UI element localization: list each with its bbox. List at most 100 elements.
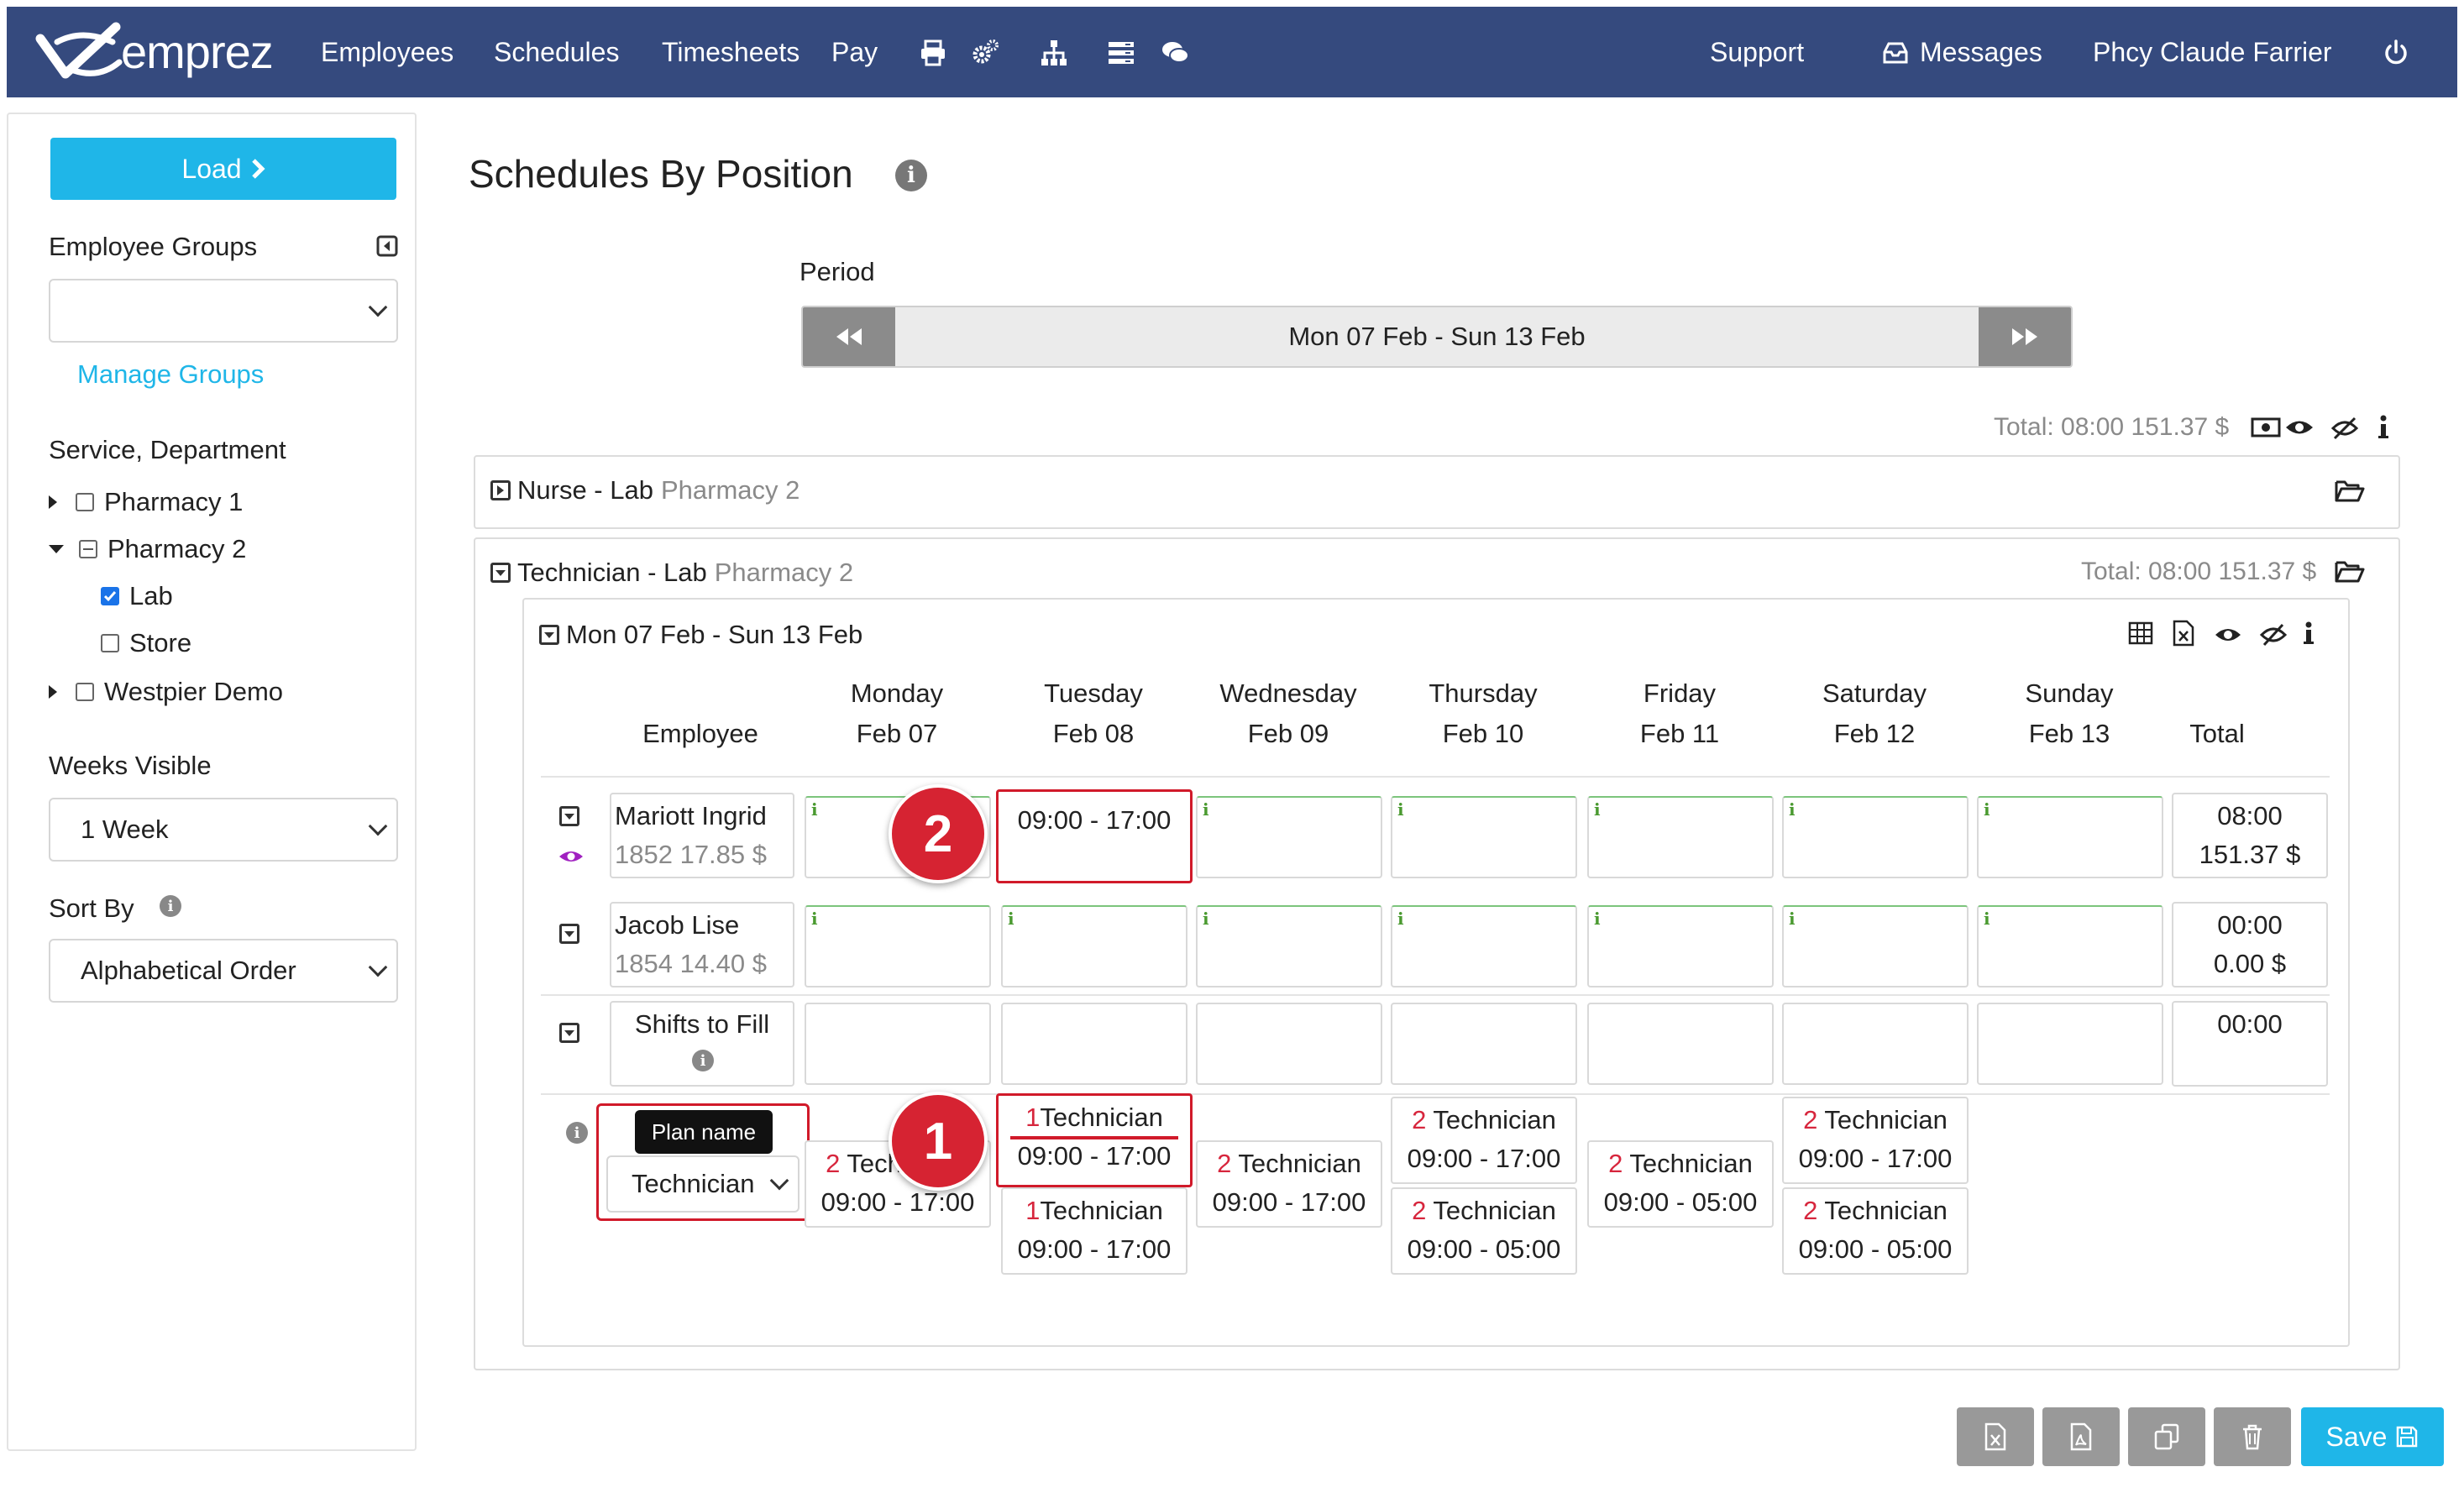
info-icon[interactable]: i	[1397, 799, 1404, 820]
shift-cell[interactable]: i	[805, 905, 991, 987]
nav-user[interactable]: Phcy Claude Farrier	[2093, 36, 2332, 67]
delete-button[interactable]	[2214, 1407, 2291, 1466]
caret-right-icon[interactable]	[49, 495, 57, 509]
excel-icon[interactable]	[2172, 620, 2195, 647]
list-icon[interactable]	[1107, 39, 1135, 67]
info-icon[interactable]: i	[811, 909, 818, 929]
checkbox[interactable]	[101, 634, 119, 652]
shift-cell-highlighted[interactable]: 09:00 - 17:00	[996, 789, 1193, 883]
fill-cell[interactable]	[1977, 1003, 2163, 1085]
info-icon[interactable]: i	[1594, 909, 1601, 929]
shift-cell[interactable]: i	[1782, 796, 1969, 878]
table-icon[interactable]	[2128, 621, 2153, 645]
row-collapse-icon[interactable]	[559, 924, 579, 944]
nav-messages[interactable]: Messages	[1920, 36, 2042, 67]
plan-shift-card[interactable]: 2 Technician 09:00 - 05:00	[1587, 1140, 1774, 1228]
caret-right-icon[interactable]	[49, 685, 57, 699]
fill-cell[interactable]	[1587, 1003, 1774, 1085]
tree-item-lab[interactable]: Lab	[101, 581, 173, 611]
shift-cell[interactable]: i	[1391, 905, 1577, 987]
plan-shift-card[interactable]: 2 Technician 09:00 - 17:00	[1391, 1097, 1577, 1184]
folder-open-icon[interactable]	[2335, 559, 2365, 583]
row-collapse-icon[interactable]	[559, 806, 579, 826]
next-period-button[interactable]	[1979, 307, 2071, 366]
collapse-icon[interactable]	[539, 625, 559, 645]
nav-pay[interactable]: Pay	[831, 36, 878, 67]
plan-shift-card[interactable]: 2 Technician 09:00 - 05:00	[1782, 1187, 1969, 1275]
collapse-icon[interactable]	[490, 563, 511, 583]
fill-cell[interactable]	[805, 1003, 991, 1085]
info-icon[interactable]: i	[811, 799, 818, 820]
week-header[interactable]: Mon 07 Feb - Sun 13 Feb	[539, 620, 862, 650]
shift-cell[interactable]: i	[1782, 905, 1969, 987]
weeks-visible-select[interactable]: 1 Week	[49, 798, 398, 862]
info-i-icon[interactable]	[2377, 415, 2390, 440]
info-icon[interactable]: i	[1984, 909, 1990, 929]
eye-icon[interactable]	[2284, 416, 2315, 438]
info-icon[interactable]: i	[1008, 909, 1014, 929]
employee-groups-select[interactable]	[49, 279, 398, 343]
checkbox[interactable]	[76, 493, 94, 511]
shift-cell[interactable]: i	[1001, 905, 1187, 987]
shift-cell[interactable]: i	[1977, 796, 2163, 878]
info-icon[interactable]: i	[1397, 909, 1404, 929]
row-collapse-icon[interactable]	[559, 1023, 579, 1043]
checkbox-partial[interactable]	[79, 540, 97, 558]
tree-item-pharmacy-1[interactable]: Pharmacy 1	[49, 487, 243, 517]
previous-period-button[interactable]	[803, 307, 895, 366]
plan-shift-card[interactable]: 2 Technician 09:00 - 17:00	[1196, 1140, 1382, 1228]
info-icon[interactable]: i	[1984, 799, 1990, 820]
chat-icon[interactable]	[1161, 39, 1189, 67]
employee-cell[interactable]: Mariott Ingrid 1852 17.85 $	[610, 793, 794, 878]
shift-cell[interactable]: i	[1587, 796, 1774, 878]
tree-item-pharmacy-2[interactable]: Pharmacy 2	[49, 534, 246, 564]
collapse-left-icon[interactable]	[376, 235, 398, 257]
employee-cell[interactable]: Jacob Lise 1854 14.40 $	[610, 902, 794, 987]
export-pdf-button[interactable]	[2042, 1407, 2120, 1466]
shift-cell[interactable]: i	[1196, 796, 1382, 878]
sort-by-select[interactable]: Alphabetical Order	[49, 939, 398, 1003]
nav-schedules[interactable]: Schedules	[494, 36, 620, 67]
power-icon[interactable]	[2382, 39, 2410, 67]
plan-shift-card[interactable]: 2 Technician 09:00 - 17:00	[1782, 1097, 1969, 1184]
info-icon[interactable]: i	[160, 895, 181, 917]
nav-timesheets[interactable]: Timesheets	[662, 36, 800, 67]
nav-support[interactable]: Support	[1710, 36, 1805, 67]
export-excel-button[interactable]	[1957, 1407, 2034, 1466]
fill-cell[interactable]	[1782, 1003, 1969, 1085]
copy-button[interactable]	[2128, 1407, 2205, 1466]
checkbox-checked[interactable]	[101, 587, 119, 605]
plan-shift-card-highlighted[interactable]: 1Technician 09:00 - 17:00	[996, 1093, 1193, 1187]
info-icon[interactable]: i	[1203, 799, 1209, 820]
eye-icon[interactable]	[558, 848, 585, 865]
info-icon[interactable]: i	[566, 1122, 588, 1144]
nav-employees[interactable]: Employees	[321, 36, 454, 67]
shifts-to-fill-cell[interactable]: Shifts to Fill i	[610, 1001, 794, 1087]
save-button[interactable]: Save	[2301, 1407, 2444, 1466]
fill-cell[interactable]	[1196, 1003, 1382, 1085]
info-icon[interactable]: i	[1594, 799, 1601, 820]
shift-cell[interactable]: i	[1391, 796, 1577, 878]
printer-icon[interactable]	[919, 39, 947, 67]
info-icon[interactable]: i	[1203, 909, 1209, 929]
plan-select[interactable]: Technician	[606, 1155, 799, 1213]
money-icon[interactable]	[2251, 416, 2281, 438]
info-i-icon[interactable]	[2303, 621, 2315, 645]
plan-shift-card[interactable]: 1Technician 09:00 - 17:00	[1001, 1187, 1187, 1275]
shift-cell[interactable]: i	[1196, 905, 1382, 987]
eye-icon[interactable]	[2214, 625, 2242, 645]
folder-open-icon[interactable]	[2335, 479, 2365, 502]
info-icon[interactable]: i	[895, 160, 927, 191]
eye-slash-icon[interactable]	[2259, 623, 2288, 647]
org-chart-icon[interactable]	[1040, 39, 1068, 67]
position-header-nurse[interactable]: Nurse - Lab Pharmacy 2	[490, 475, 799, 506]
expand-icon[interactable]	[490, 480, 511, 500]
fill-cell[interactable]	[1391, 1003, 1577, 1085]
shift-cell[interactable]: i	[1587, 905, 1774, 987]
manage-groups-link[interactable]: Manage Groups	[77, 359, 265, 389]
caret-down-icon[interactable]	[49, 545, 64, 553]
tree-item-store[interactable]: Store	[101, 628, 191, 658]
info-icon[interactable]: i	[1789, 909, 1796, 929]
load-button[interactable]: Load	[50, 138, 396, 200]
eye-slash-icon[interactable]	[2330, 416, 2360, 440]
